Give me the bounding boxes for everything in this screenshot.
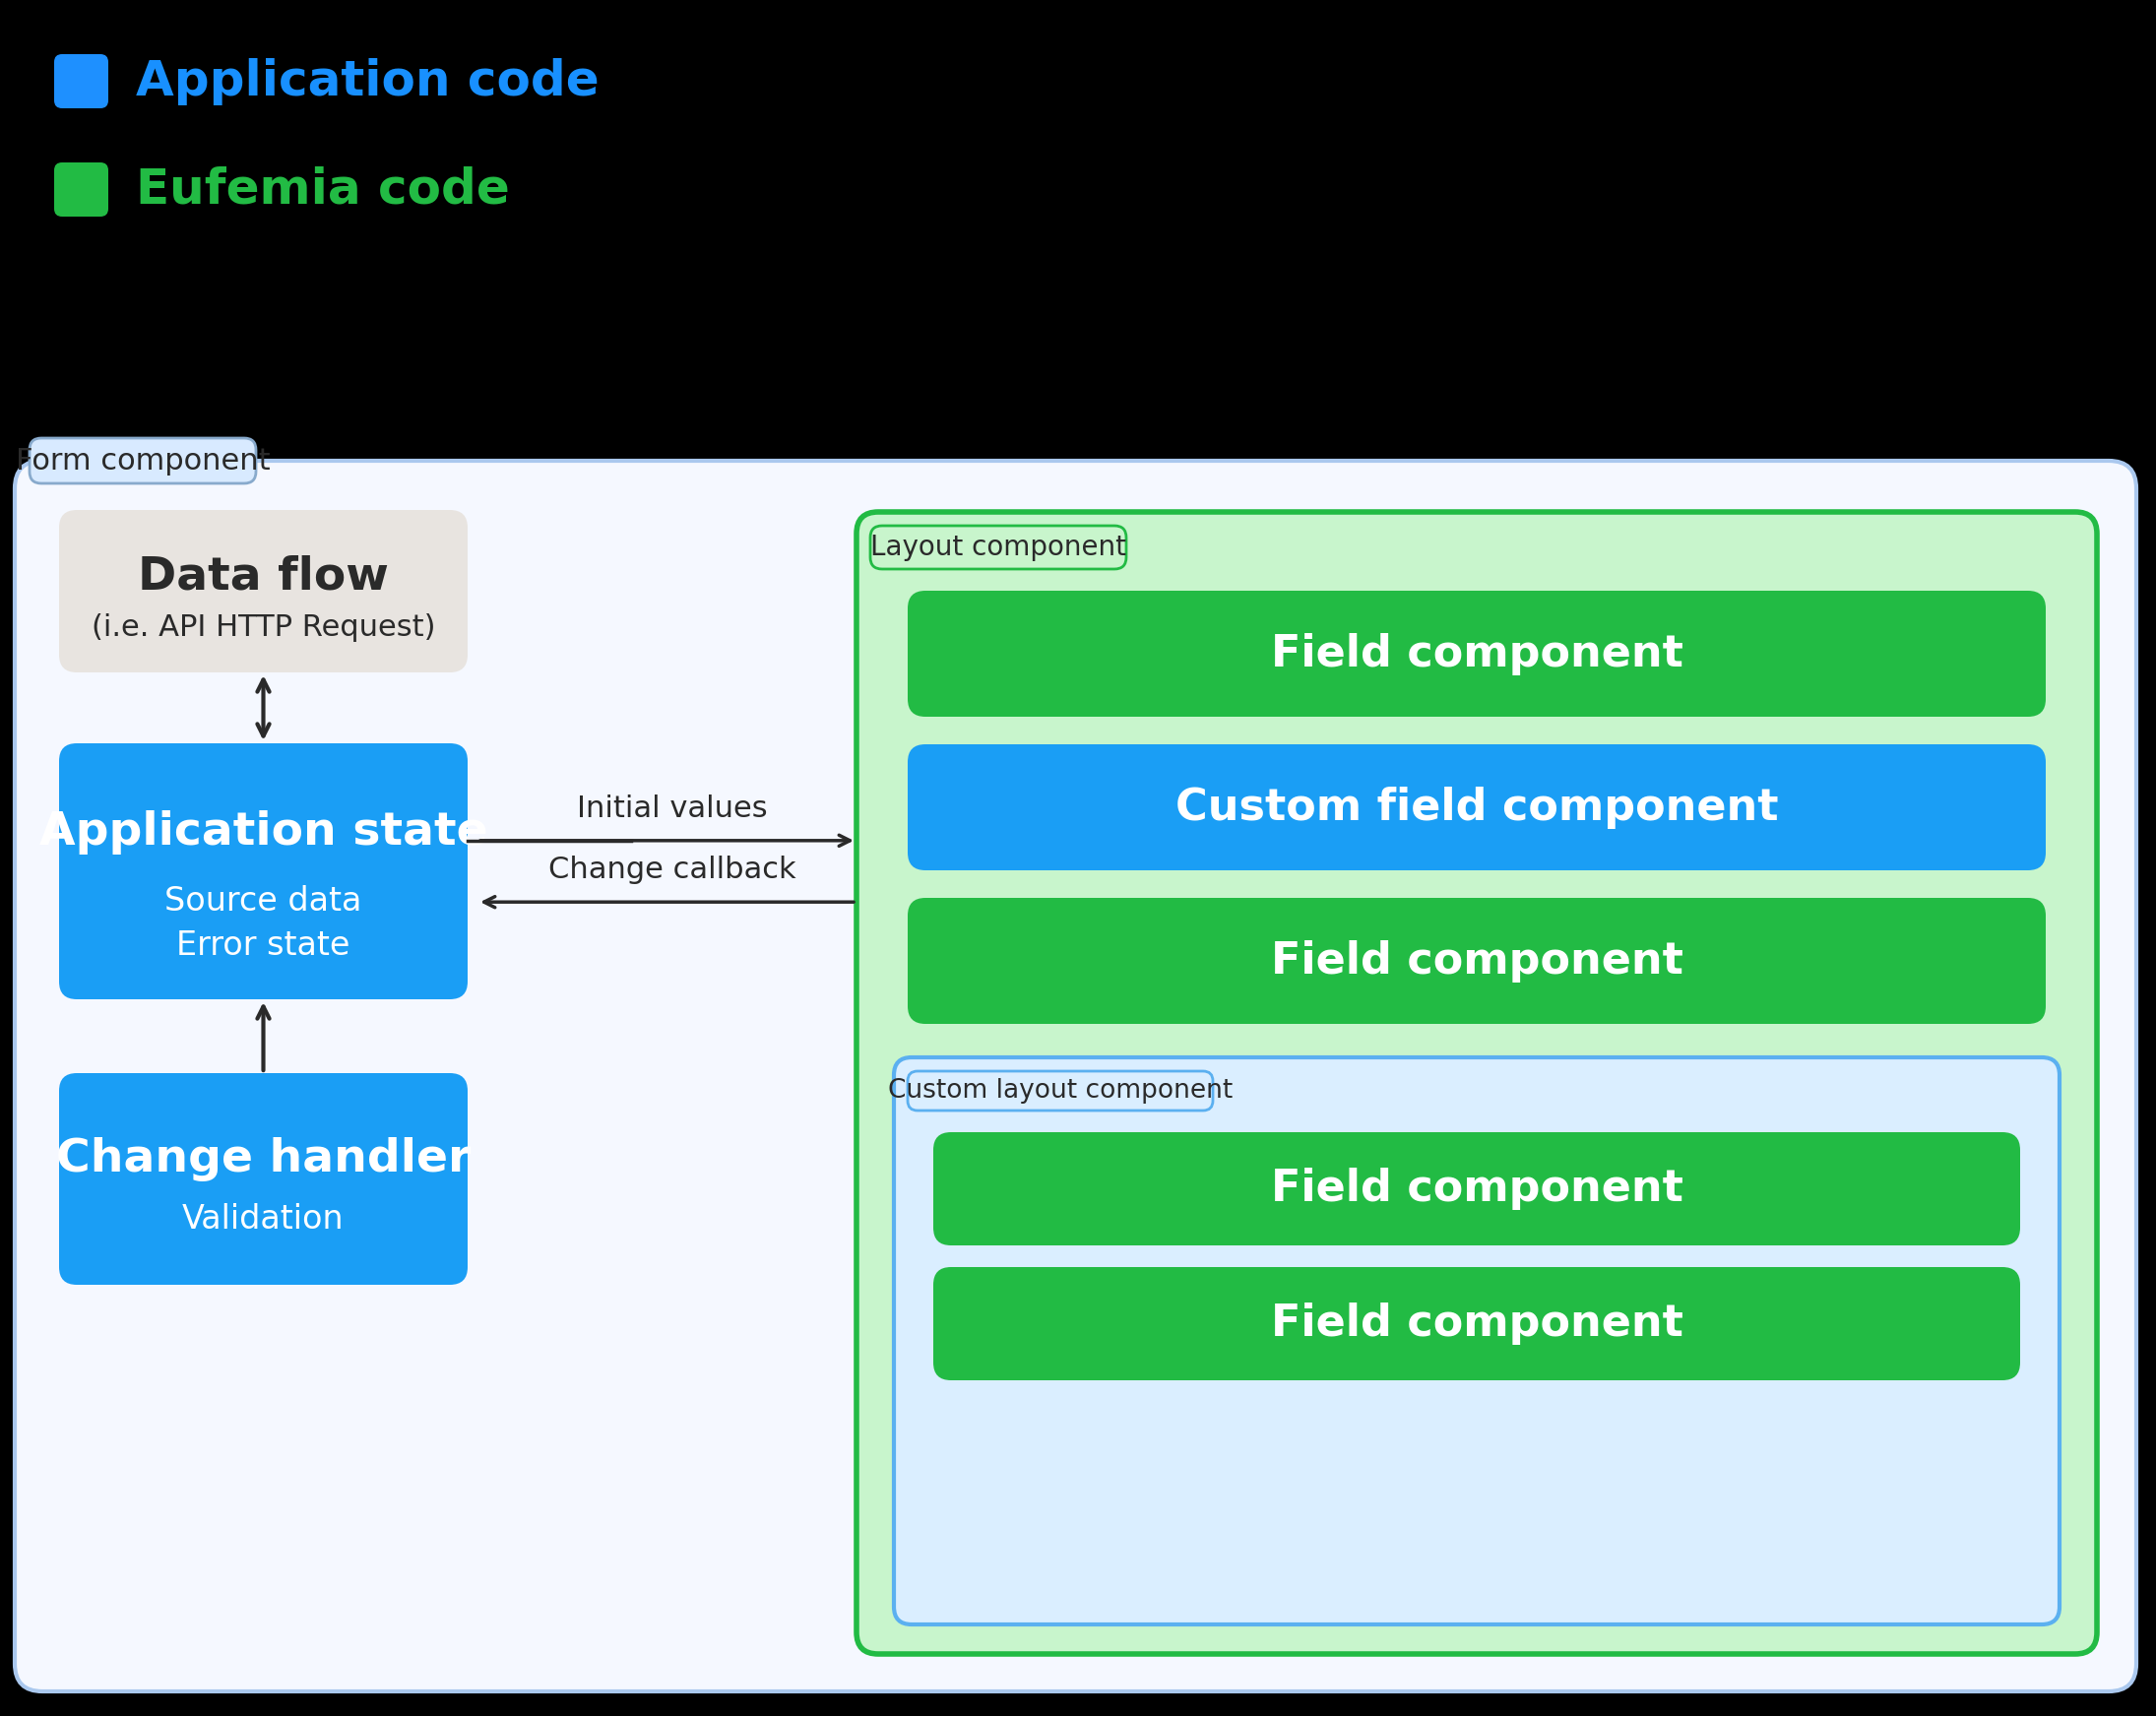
FancyBboxPatch shape [934,1133,2020,1246]
FancyBboxPatch shape [895,1057,2059,1625]
Text: Field component: Field component [1270,1302,1684,1345]
Text: Custom layout component: Custom layout component [888,1078,1233,1103]
FancyBboxPatch shape [58,743,468,999]
Text: Validation: Validation [183,1203,345,1236]
FancyBboxPatch shape [54,163,108,216]
Text: Application code: Application code [136,58,599,105]
FancyBboxPatch shape [58,1072,468,1285]
Text: Field component: Field component [1270,940,1684,982]
FancyBboxPatch shape [908,745,2046,870]
FancyBboxPatch shape [908,1071,1214,1110]
Text: Eufemia code: Eufemia code [136,166,509,213]
Text: Error state: Error state [177,928,349,961]
Text: Application state: Application state [39,810,487,855]
Text: Change handler: Change handler [56,1138,470,1182]
FancyBboxPatch shape [871,525,1125,570]
Text: Layout component: Layout component [871,534,1125,561]
Text: Field component: Field component [1270,1167,1684,1210]
FancyBboxPatch shape [856,511,2098,1654]
FancyBboxPatch shape [908,897,2046,1024]
Text: Form component: Form component [15,446,269,475]
FancyBboxPatch shape [15,462,2137,1692]
Text: Data flow: Data flow [138,554,388,599]
FancyBboxPatch shape [58,510,468,673]
FancyBboxPatch shape [54,55,108,108]
Text: Custom field component: Custom field component [1175,786,1779,829]
FancyBboxPatch shape [934,1266,2020,1380]
FancyBboxPatch shape [908,590,2046,717]
FancyBboxPatch shape [30,438,257,484]
Text: Field component: Field component [1270,633,1684,674]
Text: Change callback: Change callback [548,856,796,884]
Text: Initial values: Initial values [576,795,768,824]
Text: Source data: Source data [164,884,362,916]
Text: (i.e. API HTTP Request): (i.e. API HTTP Request) [91,614,436,642]
